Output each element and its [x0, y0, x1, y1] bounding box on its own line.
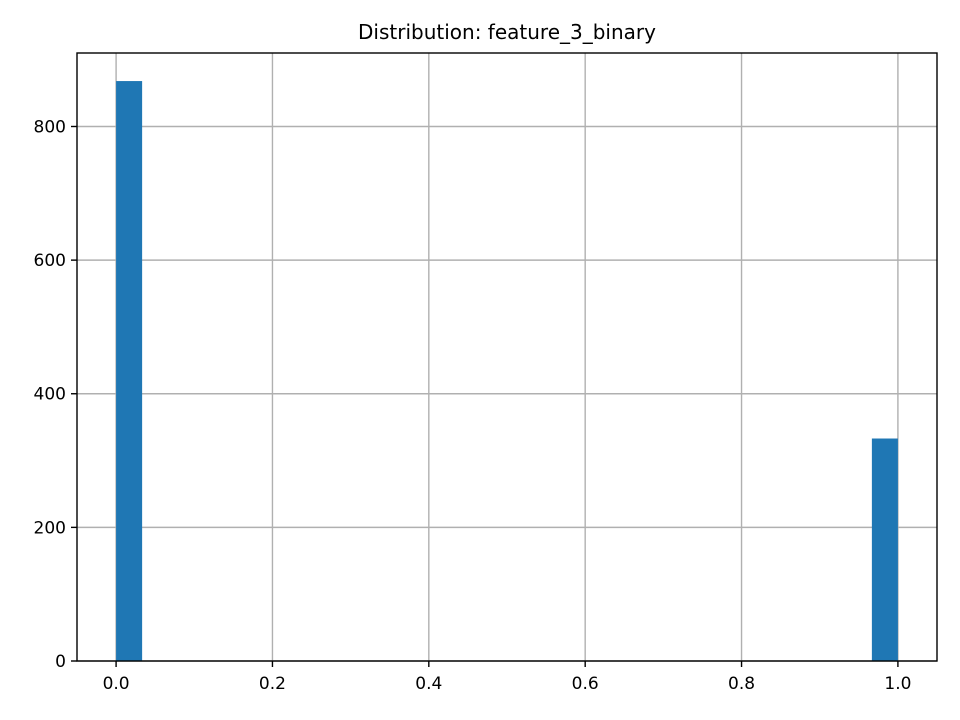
grid-layer [77, 53, 937, 662]
x-tick-label: 0.6 [572, 674, 599, 694]
chart-title: Distribution: feature_3_binary [358, 20, 656, 44]
y-tick-label: 600 [34, 251, 66, 271]
axes-layer [76, 52, 938, 662]
x-tick-label: 0.2 [259, 674, 286, 694]
x-tick-label: 0.4 [415, 674, 442, 694]
histogram-bar [116, 81, 143, 662]
plot-frame [76, 52, 938, 662]
y-tick-label: 800 [34, 117, 66, 137]
x-tick-label: 1.0 [884, 674, 911, 694]
x-tick-label: 0.8 [728, 674, 755, 694]
y-tick-label: 200 [34, 518, 66, 538]
y-tick-label: 400 [34, 385, 66, 405]
y-tick-label: 0 [55, 652, 66, 672]
histogram-bar [871, 438, 898, 661]
bars-layer [116, 81, 898, 662]
x-tick-label: 0.0 [103, 674, 130, 694]
ticks-layer: 0.0 0.2 0.4 0.6 0.8 1.0 0 200 400 600 800 [34, 117, 912, 694]
